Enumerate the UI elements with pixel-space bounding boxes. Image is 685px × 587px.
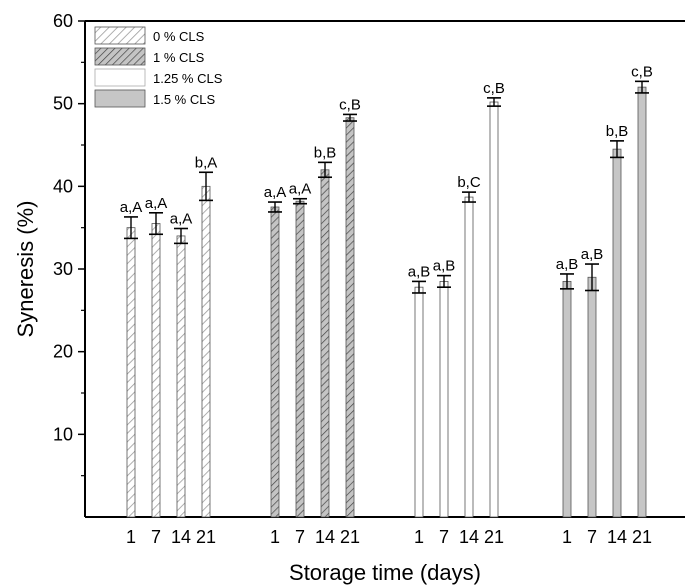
data-label: a,A [120, 199, 143, 216]
data-label: b,B [314, 144, 337, 161]
bar [464, 196, 474, 518]
bar [320, 169, 330, 518]
data-label: b,C [457, 174, 481, 191]
bar [637, 86, 647, 518]
x-tick-label: 7 [151, 527, 161, 547]
y-tick-label: 40 [53, 176, 73, 196]
bar [439, 280, 449, 518]
data-label: a,A [145, 195, 168, 212]
y-tick-label: 20 [53, 342, 73, 362]
x-tick-label: 1 [562, 527, 572, 547]
legend-swatch [94, 26, 146, 45]
bar [295, 200, 305, 518]
bar [587, 276, 597, 518]
data-label: a,A [170, 210, 193, 227]
bar [176, 235, 186, 518]
y-axis: 10 20 30 40 50 60 [53, 11, 85, 477]
bar [345, 117, 355, 518]
y-tick-label: 30 [53, 259, 73, 279]
y-tick-label: 50 [53, 94, 73, 114]
legend-swatch [94, 47, 146, 66]
x-tick-label: 14 [607, 527, 627, 547]
data-label: a,B [433, 258, 456, 275]
bar [151, 223, 161, 518]
x-tick-label: 1 [126, 527, 136, 547]
x-axis-title: Storage time (days) [289, 560, 481, 585]
bar [612, 148, 622, 518]
bar [489, 101, 499, 518]
y-tick-label: 60 [53, 11, 73, 31]
x-tick-label: 14 [171, 527, 191, 547]
data-label: a,B [556, 256, 579, 273]
y-tick-label: 10 [53, 424, 73, 444]
legend-label: 1.25 % CLS [153, 71, 223, 86]
x-tick-label: 21 [340, 527, 360, 547]
y-axis-title: Syneresis (%) [13, 201, 38, 338]
data-label: a,B [581, 246, 604, 263]
legend-swatch [94, 89, 146, 108]
bar [126, 227, 136, 518]
data-label: c,B [339, 96, 361, 113]
data-label: b,B [606, 123, 629, 140]
x-tick-label: 7 [439, 527, 449, 547]
legend-label: 1 % CLS [153, 50, 205, 65]
x-axis: 1 7 14 21 1 7 14 21 1 7 14 21 1 7 14 21 [126, 527, 652, 547]
legend-label: 0 % CLS [153, 29, 205, 44]
data-label: c,B [631, 63, 653, 80]
data-label: c,B [483, 80, 505, 97]
x-tick-label: 7 [295, 527, 305, 547]
data-label: a,B [408, 263, 431, 280]
x-tick-label: 1 [270, 527, 280, 547]
data-label: b,A [195, 154, 218, 171]
data-label: a,A [289, 181, 312, 198]
x-tick-label: 14 [459, 527, 479, 547]
bars-layer: a,A a,Aa,Ab,Aa,A a,Ab,Bc,Ba,B a,Bb,Cc,Ba,Ba… [120, 63, 653, 518]
legend-label: 1.5 % CLS [153, 92, 215, 107]
x-tick-label: 21 [484, 527, 504, 547]
bar [270, 206, 280, 518]
x-tick-label: 1 [414, 527, 424, 547]
legend: 0 % CLS 1 % CLS 1.25 % CLS 1.5 % CLS [94, 26, 223, 108]
data-label: a,A [264, 184, 287, 201]
legend-swatch [94, 68, 146, 87]
bar [562, 280, 572, 518]
x-tick-label: 14 [315, 527, 335, 547]
x-tick-label: 7 [587, 527, 597, 547]
x-tick-label: 21 [632, 527, 652, 547]
bar [414, 286, 424, 518]
bar [201, 185, 211, 518]
x-tick-label: 21 [196, 527, 216, 547]
